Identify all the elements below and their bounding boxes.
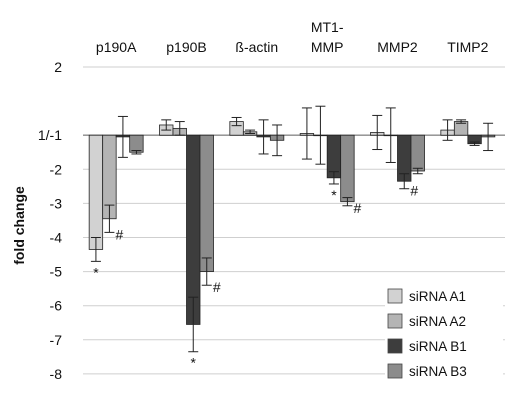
category-label: MMP — [311, 39, 344, 55]
significance-marker: # — [116, 226, 124, 242]
bar — [129, 134, 144, 153]
legend-swatch — [387, 313, 403, 329]
y-tick-label: 1/-1 — [38, 127, 62, 143]
x-axis-categories: p190A p190B ß-actin MT1- MMP MMP2 TIMP2 — [96, 19, 489, 55]
y-tick-label: -2 — [50, 161, 63, 177]
category-label: ß-actin — [235, 39, 278, 55]
bar — [340, 134, 355, 203]
significance-marker: * — [191, 355, 197, 371]
legend-label: siRNA B1 — [409, 339, 467, 354]
gridlines — [83, 66, 505, 375]
y-axis-ticks: 2 1/-1 -2 -3 -4 -5 -6 -7 -8 — [38, 59, 62, 382]
legend: siRNA A1 siRNA A2 siRNA B1 siRNA B3 — [385, 283, 503, 393]
legend-label: siRNA A1 — [409, 289, 466, 304]
bar — [410, 134, 425, 172]
category-label: MMP2 — [377, 39, 418, 55]
legend-swatch — [387, 288, 403, 304]
y-tick-label: -7 — [50, 332, 63, 348]
category-label: p190A — [96, 39, 137, 55]
bar — [199, 134, 214, 272]
legend-background — [385, 283, 503, 393]
y-tick-label: -3 — [50, 195, 63, 211]
y-tick-label: 2 — [54, 59, 62, 75]
bars: * # * * # # # — [88, 105, 496, 371]
bar — [88, 134, 104, 250]
bar — [186, 134, 201, 325]
y-tick-label: -6 — [50, 298, 63, 314]
category-label: p190B — [166, 39, 206, 55]
category-label: TIMP2 — [447, 39, 488, 55]
legend-swatch — [387, 363, 403, 379]
y-axis-label: fold change — [11, 186, 27, 265]
y-tick-label: -4 — [50, 230, 63, 246]
significance-marker: * — [331, 187, 337, 203]
significance-marker: # — [410, 183, 418, 199]
significance-marker: # — [354, 200, 362, 216]
legend-label: siRNA A2 — [409, 314, 466, 329]
significance-marker: # — [213, 279, 221, 295]
legend-swatch — [387, 338, 403, 354]
legend-label: siRNA B3 — [409, 364, 467, 379]
y-tick-label: -8 — [50, 366, 63, 382]
y-tick-label: -5 — [50, 264, 63, 280]
category-label: MT1- — [311, 19, 344, 35]
significance-marker: * — [93, 264, 99, 280]
